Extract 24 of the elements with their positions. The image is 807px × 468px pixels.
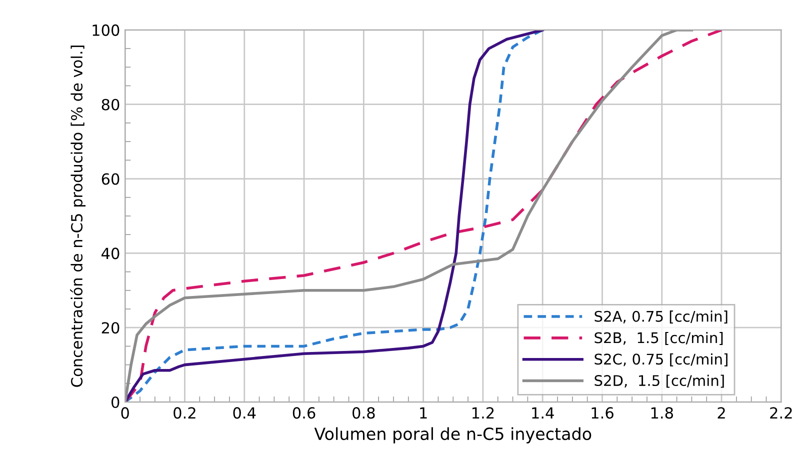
y-tick-label: 80 bbox=[102, 98, 120, 110]
legend-label: S2B, 1.5 [cc/min] bbox=[594, 332, 723, 345]
y-tick-label: 0 bbox=[112, 396, 120, 408]
legend-label: S2A, 0.75 [cc/min] bbox=[594, 310, 728, 324]
x-tick-label: 0.6 bbox=[292, 407, 316, 419]
legend-label: S2C, 0.75 [cc/min] bbox=[594, 353, 728, 366]
x-axis-title: Volumen poral de n-C5 inyectado bbox=[314, 427, 592, 444]
x-tick-label: 1.4 bbox=[532, 407, 554, 418]
x-tick-label: 0.4 bbox=[233, 407, 256, 419]
x-tick-label: 2 bbox=[718, 407, 725, 418]
x-tick-label: 1 bbox=[420, 407, 427, 418]
x-tick-label: 0 bbox=[121, 407, 129, 419]
legend-label: S2D, 1.5 [cc/min] bbox=[594, 374, 724, 388]
x-tick-label: 2.2 bbox=[770, 407, 792, 418]
x-tick-label: 0.8 bbox=[352, 407, 375, 419]
y-tick-label: 100 bbox=[92, 24, 120, 36]
y-axis-title: Concentración de n-C5 producido [% de vol.] bbox=[70, 46, 86, 387]
y-tick-label: 40 bbox=[102, 248, 120, 260]
x-tick-label: 0.2 bbox=[174, 407, 196, 419]
y-tick-label: 60 bbox=[102, 173, 120, 185]
x-tick-label: 1.8 bbox=[651, 407, 673, 419]
y-tick-label: 20 bbox=[102, 322, 120, 334]
x-tick-label: 1.2 bbox=[472, 407, 494, 418]
x-tick-label: 1.6 bbox=[592, 407, 614, 419]
